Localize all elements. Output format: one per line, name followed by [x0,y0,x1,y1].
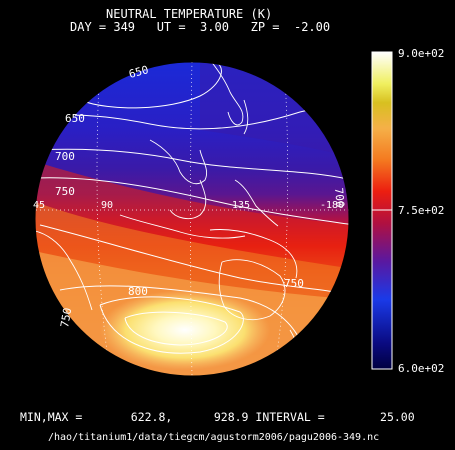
contour-labels: 650 650 700 700 750 750 800 750 [55,63,347,328]
lon-label: 135 [232,200,250,211]
longitude-labels: 45 90 135 -180 [33,200,344,211]
lon-label: 90 [101,200,113,211]
contour-label: 750 [58,307,74,329]
colorbar-max-label: 9.0e+02 [398,47,445,60]
contour-label: 700 [55,150,75,163]
colorbar-min-label: 6.0e+02 [398,362,445,375]
plot-subtitle: DAY = 349 UT = 3.00 ZP = -2.00 [70,20,331,34]
contour-label: 800 [128,285,148,298]
plot-title: NEUTRAL TEMPERATURE (K) [106,7,273,21]
file-path: /hao/titanium1/data/tiegcm/agustorm2006/… [48,432,380,443]
contour-label: 650 [65,112,85,125]
lon-label: -180 [320,200,344,211]
coastlines [35,62,299,363]
contour-label: 750 [55,185,75,198]
contour-label: 650 [127,63,150,81]
globe-fill [35,62,349,376]
lon-label: 45 [33,200,45,211]
contour-label: 700 [332,187,347,208]
contour-label: 750 [284,277,304,290]
stats-line: MIN,MAX = 622.8, 928.9 INTERVAL = 25.00 [20,410,415,424]
graticule [35,62,349,376]
colorbar-mid-label: 7.5e+02 [398,204,445,217]
